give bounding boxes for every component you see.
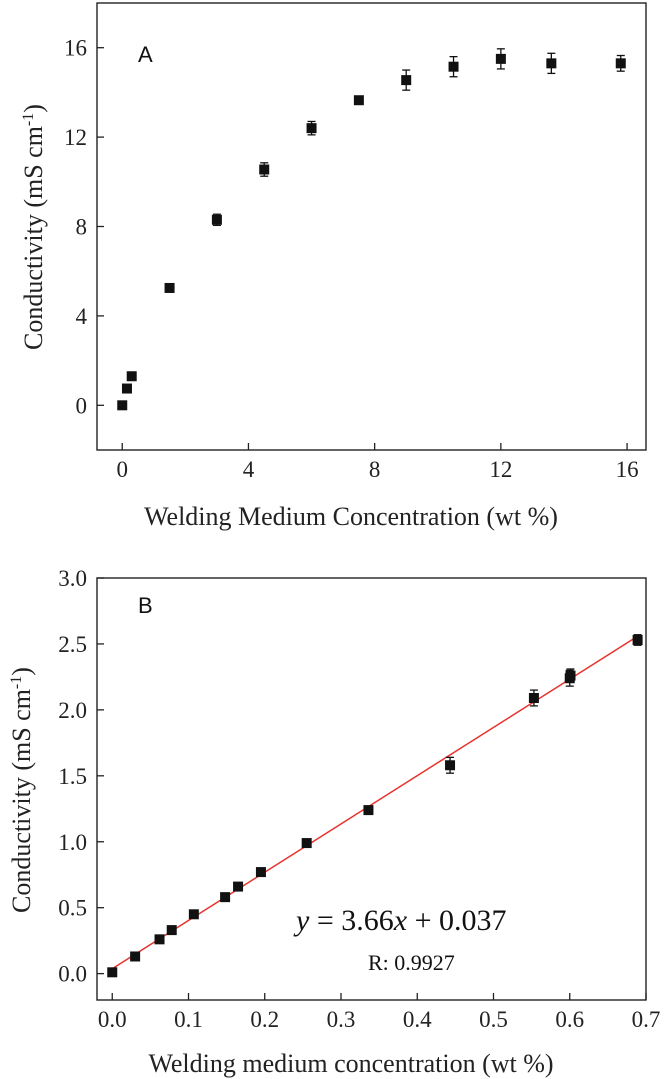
x-tick-label-a: 16 bbox=[616, 457, 639, 482]
data-point-b bbox=[363, 805, 374, 816]
x-tick-label-a: 0 bbox=[116, 457, 128, 482]
panel-label-a: A bbox=[138, 42, 153, 67]
data-point-b bbox=[233, 881, 244, 892]
panel-b: B 0.0 0.1 0.2 0.3 0.4 0.5 0.6 0.7 0.0 0.5 1.0 1.5 2.… bbox=[7, 566, 660, 1078]
panel-a: A 0 4 8 12 16 0 4 8 12 16 Welding Medium Concentr… bbox=[19, 2, 647, 531]
fit-line bbox=[111, 635, 639, 970]
y-tick-label-b: 1.0 bbox=[58, 830, 87, 855]
y-tick-label-b: 2.5 bbox=[58, 632, 87, 657]
x-tick-label-b: 0.7 bbox=[632, 1007, 661, 1032]
y-tick-label-a: 8 bbox=[76, 215, 88, 240]
x-tick-label-b: 0.0 bbox=[98, 1007, 127, 1032]
data-point-b bbox=[565, 670, 576, 681]
x-tick-label-a: 12 bbox=[489, 457, 512, 482]
equation-y-var: y bbox=[293, 904, 310, 937]
data-point-b bbox=[445, 760, 456, 771]
y-axis-label-b: Conductivity (mS cm-1) bbox=[7, 667, 36, 913]
y-axis-label-a: Conductivity (mS cm-1) bbox=[19, 104, 48, 350]
x-tick-label-b: 0.5 bbox=[479, 1007, 508, 1032]
panel-label-b: B bbox=[138, 593, 153, 618]
fit-equation: y = 3.66x + 0.037 bbox=[293, 904, 507, 937]
data-point-a bbox=[353, 95, 364, 106]
data-point-a bbox=[615, 58, 626, 69]
y-axis-label-a-main: Conductivity (mS cm bbox=[19, 126, 48, 350]
data-point-a bbox=[164, 282, 175, 293]
y-axis-label-b-main: Conductivity (mS cm bbox=[7, 689, 36, 913]
data-point-a bbox=[306, 123, 317, 134]
data-point-a bbox=[259, 164, 270, 175]
y-axis-label-a-sup: -1 bbox=[20, 113, 37, 126]
x-tick-label-a: 8 bbox=[369, 457, 381, 482]
y-tick-label-a: 4 bbox=[76, 304, 88, 329]
data-point-a bbox=[126, 371, 137, 382]
data-point-a bbox=[121, 383, 132, 394]
data-point-a bbox=[546, 58, 557, 69]
y-tick-label-b: 0.0 bbox=[58, 962, 87, 987]
data-point-a bbox=[448, 61, 459, 72]
data-point-a bbox=[211, 214, 222, 225]
y-axis-label-a-end: ) bbox=[19, 104, 48, 113]
data-point-a bbox=[495, 53, 506, 64]
y-tick-label-b: 2.0 bbox=[58, 698, 87, 723]
axis-ticks-a: 0 4 8 12 16 0 4 8 12 16 bbox=[64, 36, 639, 482]
x-tick-label-b: 0.6 bbox=[555, 1007, 584, 1032]
plot-frame-b bbox=[96, 577, 647, 1001]
y-tick-label-b: 0.5 bbox=[58, 896, 87, 921]
data-point-b bbox=[632, 634, 643, 645]
equation-coefficient: = 3.66 bbox=[309, 904, 393, 937]
data-point-b bbox=[220, 892, 231, 903]
y-tick-label-b: 3.0 bbox=[58, 566, 87, 591]
data-point-b bbox=[188, 909, 199, 920]
y-tick-label-a: 12 bbox=[64, 125, 87, 150]
data-point-b bbox=[301, 838, 312, 849]
equation-intercept: + 0.037 bbox=[407, 904, 506, 937]
data-point-b bbox=[107, 967, 118, 978]
data-point-b bbox=[130, 951, 141, 962]
data-point-a bbox=[401, 75, 412, 86]
y-tick-label-a: 16 bbox=[64, 36, 87, 61]
data-point-b bbox=[528, 693, 539, 704]
x-tick-label-a: 4 bbox=[243, 457, 255, 482]
y-tick-label-b: 1.5 bbox=[58, 764, 87, 789]
y-axis-label-b-end: ) bbox=[7, 667, 36, 676]
data-points-a bbox=[117, 48, 626, 411]
axis-ticks-b: 0.0 0.1 0.2 0.3 0.4 0.5 0.6 0.7 0.0 0.5 1.0 1.5 2.0 2… bbox=[58, 566, 660, 1032]
r-value-label: R: 0.9927 bbox=[368, 950, 455, 975]
data-point-b bbox=[255, 867, 266, 878]
x-tick-label-b: 0.2 bbox=[250, 1007, 279, 1032]
plot-frame-a bbox=[96, 2, 647, 451]
x-tick-label-b: 0.1 bbox=[174, 1007, 203, 1032]
x-axis-label-b: Welding medium concentration (wt %) bbox=[148, 1049, 553, 1078]
data-point-a bbox=[117, 400, 128, 411]
data-point-b bbox=[154, 934, 165, 945]
x-tick-label-b: 0.4 bbox=[403, 1007, 432, 1032]
x-tick-label-b: 0.3 bbox=[327, 1007, 356, 1032]
y-tick-label-a: 0 bbox=[76, 393, 88, 418]
y-axis-label-b-sup: -1 bbox=[8, 676, 25, 689]
data-point-b bbox=[166, 925, 177, 936]
data-points-b bbox=[107, 634, 643, 978]
x-axis-label-a: Welding Medium Concentration (wt %) bbox=[144, 502, 558, 531]
equation-x-var: x bbox=[393, 904, 408, 937]
